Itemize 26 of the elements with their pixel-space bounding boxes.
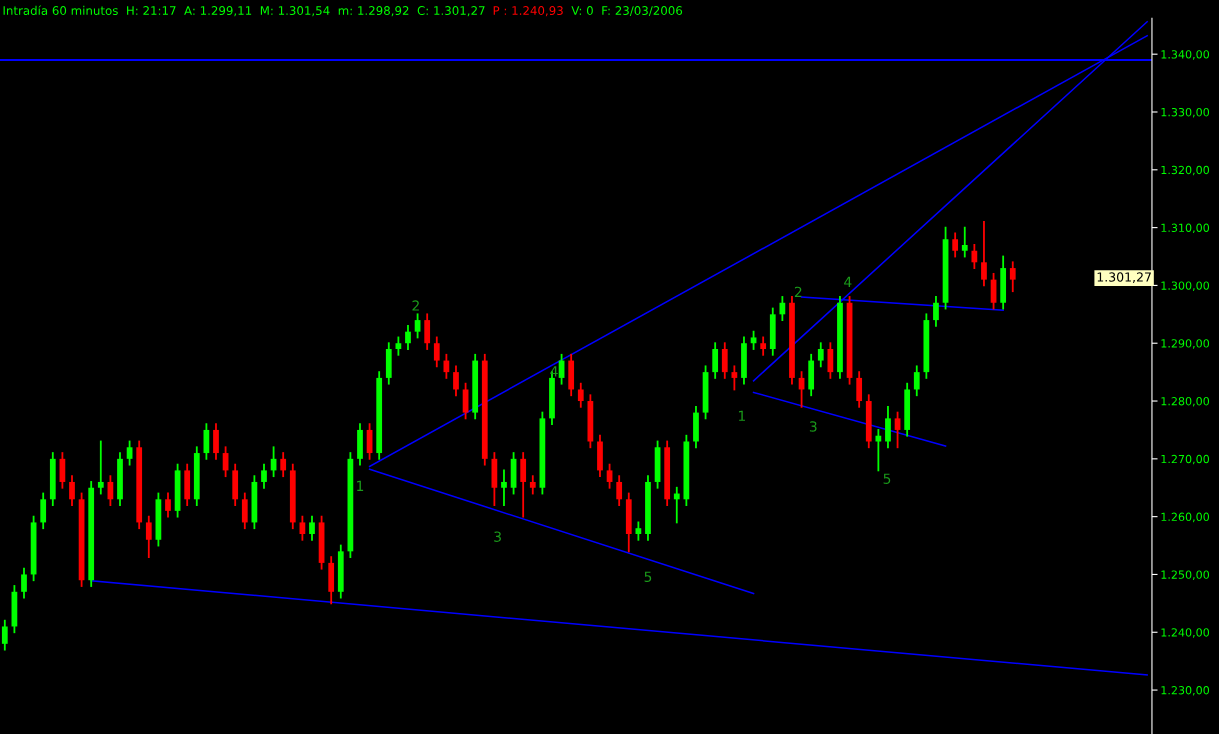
annotation: 2	[794, 286, 802, 297]
annotation: 3	[809, 421, 817, 432]
annotation: 2	[412, 300, 419, 311]
annotation: 5	[644, 571, 652, 583]
annotation: 4	[550, 366, 558, 377]
y-tick-label: 1.230,00	[1161, 686, 1210, 696]
annotation: 1	[738, 410, 745, 421]
y-tick-label: 1.340,00	[1161, 50, 1210, 60]
annotation: 1.301,27	[1097, 272, 1151, 284]
annotation: 4	[844, 276, 852, 287]
annotation: 5	[883, 473, 891, 484]
annotation: 1	[357, 480, 364, 491]
annotation: 3	[494, 531, 501, 542]
y-tick-label: 1.330,00	[1161, 107, 1210, 118]
chart-title: Intradía 60 minutos H: 21:17 A: 1.299,11 M: 1.301,54 m: 1.298,92 C: 1.301,27	[3, 5, 485, 17]
y-tick-label: 1.280,00	[1161, 397, 1210, 407]
text: V: 0 F: 23/03/2006	[571, 6, 683, 16]
y-tick-label: 1.320,00	[1161, 165, 1210, 176]
y-tick-label: 1.240,00	[1161, 628, 1210, 638]
y-tick-label: 1.290,00	[1161, 339, 1210, 349]
y-tick-label: 1.250,00	[1161, 570, 1210, 580]
y-tick-label: 1.260,00	[1161, 512, 1210, 523]
y-tick-label: 1.300,00	[1161, 281, 1210, 291]
text: P : 1.240,93	[493, 6, 563, 17]
y-tick-label: 1.310,00	[1161, 223, 1210, 234]
y-tick-label: 1.270,00	[1161, 454, 1210, 465]
